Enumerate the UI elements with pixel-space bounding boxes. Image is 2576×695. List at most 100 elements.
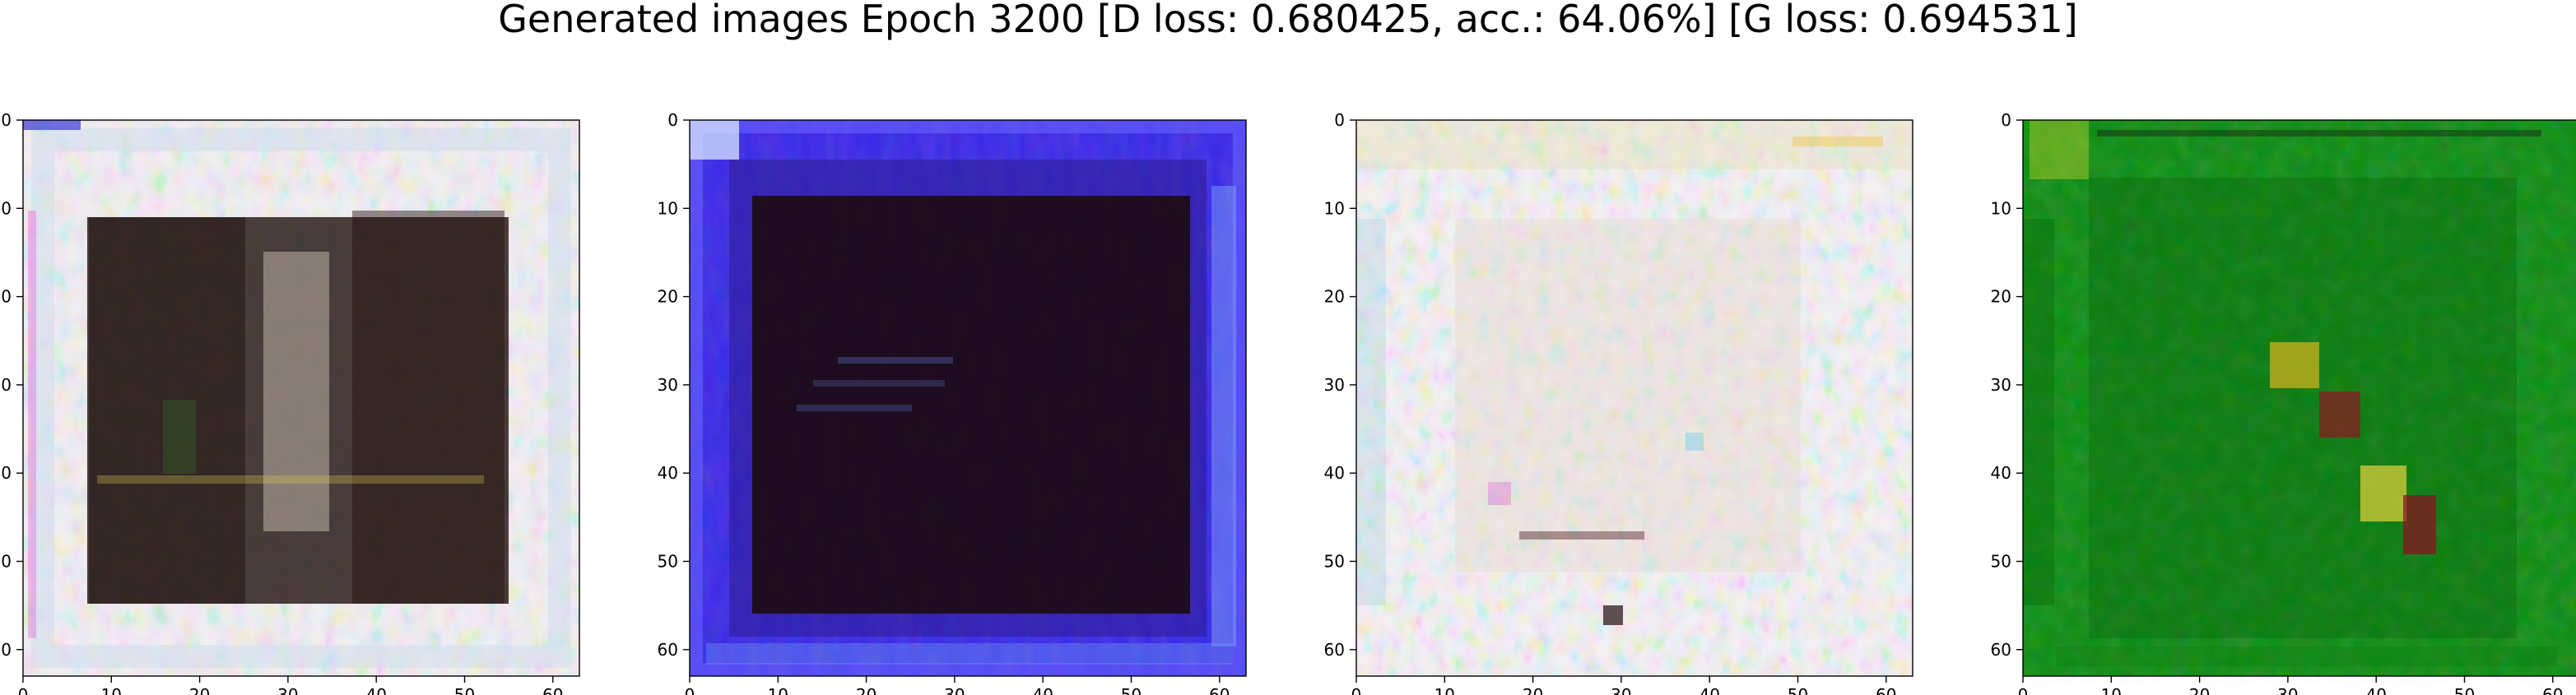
panel-3-x-tick-label-7: 60	[1876, 685, 1896, 695]
panel-2-y-tick-label-2: 10	[658, 198, 678, 218]
panel-3-y-tick-label-1: 0	[1334, 110, 1345, 130]
panel-4-y-tick-label-3: 20	[1991, 287, 2011, 307]
panel-2-y-tick-label-7: 60	[658, 640, 678, 660]
panel-1-x-tick-label-4: 30	[277, 685, 298, 695]
panel-3-cyan-patch	[1686, 433, 1704, 451]
panel-3-x-tick-label-5: 40	[1699, 685, 1719, 695]
panel-4-y-ticks: 0 10 20 30 40 50 60	[1991, 110, 2023, 660]
panel-4-x-tick-label-3: 20	[2189, 685, 2210, 695]
panel-2-y-tick-label-3: 20	[658, 287, 678, 307]
panel-3-x-tick-label-3: 20	[1523, 685, 1543, 695]
panel-3-y-tick-label-5: 40	[1324, 463, 1345, 483]
panel-3-x-tick-label-4: 30	[1611, 685, 1631, 695]
panel-3-texture	[1356, 120, 1913, 676]
panel-2-corner-glow	[690, 120, 739, 160]
panel-2-dark-core	[752, 196, 1190, 614]
panel-2-x-ticks: 0 10 20 30 40 50 60	[685, 676, 1230, 695]
panel-3-y-tick-label-7: 60	[1324, 640, 1345, 660]
panel-4-hotspot-c	[2360, 466, 2406, 521]
panel-2-y-ticks: 0 10 20 30 40 50 60	[658, 110, 690, 660]
panel-2-right-edge	[1211, 186, 1236, 646]
panel-3-blue-left	[1356, 219, 1386, 605]
panel-1-y-tick-label-5: 40	[0, 463, 12, 483]
panel-1-x-tick-label-1: 0	[18, 685, 29, 695]
panel-3-x-tick-label-6: 50	[1788, 685, 1808, 695]
panel-3-x-tick-label-1: 0	[1351, 685, 1362, 695]
panel-4-hotspot-a	[2270, 342, 2319, 388]
panel-4-green-band-bottom	[2056, 646, 2558, 666]
panel-2-stripe-1	[838, 357, 953, 364]
panel-3-y-tick-label-3: 20	[1324, 287, 1345, 307]
panel-1-x-ticks: 0 10 20 30 40 50 60	[18, 676, 564, 695]
panel-3-pink-patch	[1488, 482, 1511, 505]
panel-3-x-tick-label-2: 10	[1434, 685, 1455, 695]
panel-2-x-tick-label-7: 60	[1209, 685, 1230, 695]
panel-4-y-tick-label-1: 0	[2001, 110, 2011, 130]
panel-4-green-band-left	[2023, 219, 2054, 605]
figure-title: Generated images Epoch 3200 [D loss: 0.6…	[498, 0, 2078, 41]
panel-4-top-line	[2097, 130, 2541, 137]
panel-2-bottom-edge	[706, 643, 1233, 665]
panel-3-frame	[1355, 119, 1913, 677]
panel-1-yellow-streak	[97, 475, 484, 484]
panel-4-x-ticks: 0 10 20 30 40 50 60	[2018, 676, 2564, 695]
panel-2-y-tick-label-6: 50	[658, 552, 678, 572]
panel-3-center-mix	[1455, 219, 1801, 572]
panel-2-y-tick-label-5: 40	[658, 463, 678, 483]
panel-1-y-ticks: 0 10 20 30 40 50 60	[0, 110, 23, 660]
panel-1-frame	[22, 119, 580, 677]
panel-3: 0 10 20 30 40 50 60 0 10 20 30 40 50 60	[1324, 110, 1913, 695]
panel-2: 0 10 20 30 40 50 60 0 10 20 30 40 50 60	[658, 110, 1247, 695]
panel-4-texture	[2023, 120, 2576, 676]
panel-1-x-tick-label-7: 60	[542, 685, 563, 695]
panel-4-x-tick-label-1: 0	[2018, 685, 2029, 695]
panel-2-light-frame	[690, 120, 1246, 676]
panel-1-corner-accent	[23, 120, 81, 130]
panel-1-y-tick-label-7: 60	[0, 640, 12, 660]
panel-4-hotspot-b	[2319, 392, 2360, 438]
panel-2-x-tick-label-1: 0	[685, 685, 695, 695]
panel-4-x-tick-label-7: 60	[2542, 685, 2563, 695]
panel-2-x-tick-label-2: 10	[768, 685, 788, 695]
panel-1: 0 10 20 30 40 50 60 0 10 20 30 40 50 60	[0, 110, 580, 695]
panel-1-y-tick-label-3: 20	[0, 287, 12, 307]
panel-3-yellow-streak	[1793, 137, 1883, 146]
panel-1-dark-core	[87, 217, 509, 604]
panel-4-hotspot-d	[2403, 495, 2436, 554]
panel-1-x-tick-label-3: 20	[189, 685, 210, 695]
panel-2-frame	[689, 119, 1247, 677]
panel-1-border-band	[31, 128, 571, 668]
panel-2-x-tick-label-5: 40	[1032, 685, 1053, 695]
panel-1-y-tick-label-2: 10	[0, 198, 12, 218]
panel-2-x-tick-label-6: 50	[1121, 685, 1142, 695]
panel-1-x-tick-label-6: 50	[454, 685, 475, 695]
panel-2-x-tick-label-4: 30	[944, 685, 965, 695]
panel-3-dark-line-2	[1603, 605, 1623, 625]
panel-1-y-tick-label-1: 0	[1, 110, 12, 130]
panel-4-frame	[2022, 119, 2576, 677]
panel-4-corner-highlight	[2030, 120, 2089, 179]
panel-1-green-patch	[163, 400, 196, 474]
panel-1-right-lobe	[352, 211, 505, 604]
panel-3-dark-line-1	[1519, 531, 1644, 540]
panel-3-x-ticks: 0 10 20 30 40 50 60	[1351, 676, 1897, 695]
panel-4-darker-core	[2089, 178, 2517, 638]
panel-3-warm-band	[1356, 120, 1913, 169]
panel-3-y-tick-label-6: 50	[1324, 552, 1345, 572]
panel-3-y-ticks: 0 10 20 30 40 50 60	[1324, 110, 1356, 660]
panel-2-stripe-3	[797, 405, 912, 411]
panel-4-y-tick-label-2: 10	[1991, 198, 2011, 218]
panel-1-x-tick-label-2: 10	[101, 685, 122, 695]
panel-4-y-tick-label-7: 60	[1991, 640, 2011, 660]
panel-1-x-tick-label-5: 40	[365, 685, 386, 695]
panel-2-stripe-2	[813, 380, 945, 387]
panel-1-left-lobe	[89, 217, 245, 604]
panel-4-x-tick-label-4: 30	[2277, 685, 2298, 695]
panel-4: 0 10 20 30 40 50 60 0 10 20 30 40 50 60	[1991, 110, 2576, 695]
panel-3-y-tick-label-2: 10	[1324, 198, 1345, 218]
panel-2-y-tick-label-1: 0	[667, 110, 678, 130]
panel-2-y-tick-label-4: 30	[658, 375, 678, 395]
panel-4-y-tick-label-5: 40	[1991, 463, 2011, 483]
panel-4-x-tick-label-2: 10	[2101, 685, 2122, 695]
